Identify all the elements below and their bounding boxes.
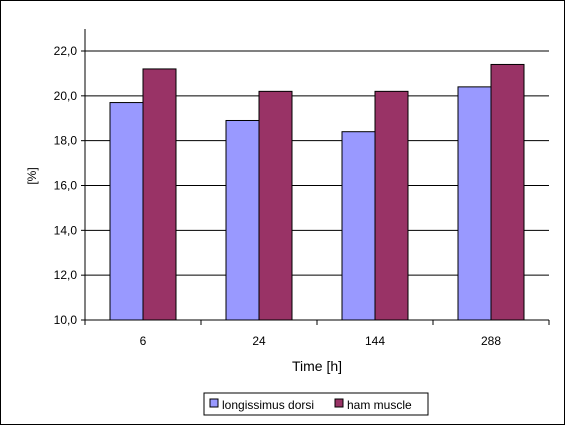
tick-labels: 10,0 12,0 14,0 16,0 18,0 20,0 22,0 6 24 144 288: [54, 44, 502, 348]
x-tick-label: 288: [481, 334, 501, 348]
y-tick-label: 16,0: [54, 179, 78, 193]
legend-box: [203, 392, 429, 416]
bar-longissimus-dorsi-6: [109, 102, 144, 321]
legend-label-longissimus-dorsi: longissimus dorsi: [222, 398, 314, 412]
bar-ham-muscle-288: [490, 63, 525, 321]
x-tick-label: 144: [365, 334, 385, 348]
bar-longissimus-dorsi-24: [225, 119, 260, 321]
axes: [81, 29, 550, 325]
legend-label-ham-muscle: ham muscle: [347, 398, 412, 412]
y-tick-label: 20,0: [54, 89, 78, 103]
legend-swatch-ham-muscle: [334, 398, 344, 408]
bar-ham-muscle-24: [258, 90, 293, 321]
bar-longissimus-dorsi-288: [457, 86, 492, 321]
bar-ham-muscle-144: [374, 90, 409, 321]
y-tick-label: 22,0: [54, 44, 78, 58]
legend-swatch-longissimus-dorsi: [209, 398, 219, 408]
y-tick-label: 18,0: [54, 134, 78, 148]
x-axis-label: Time [h]: [292, 358, 342, 374]
bar-longissimus-dorsi-144: [341, 131, 376, 321]
bar-ham-muscle-6: [142, 68, 177, 321]
legend: longissimus dorsi ham muscle: [203, 392, 429, 416]
y-tick-label: 12,0: [54, 268, 78, 282]
x-tick-label: 24: [252, 334, 266, 348]
y-tick-label: 10,0: [54, 313, 78, 327]
y-tick-label: 14,0: [54, 223, 78, 237]
x-tick-label: 6: [140, 334, 147, 348]
bars: [109, 63, 525, 321]
y-axis-label: [%]: [25, 167, 39, 184]
